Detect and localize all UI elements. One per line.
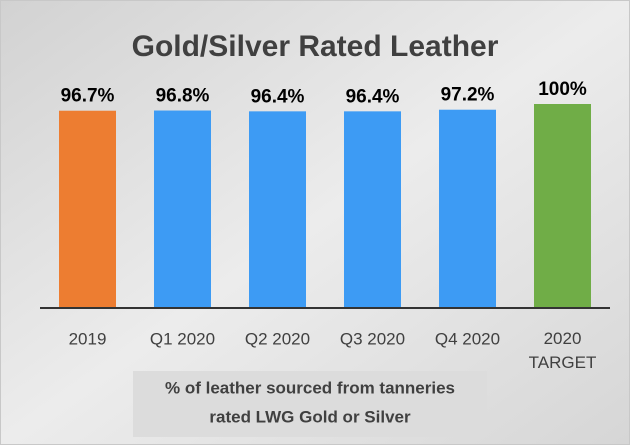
x-tick-label: 2019 [69, 329, 107, 348]
x-axis-title: % of leather sourced from tanneries [165, 378, 455, 397]
bar [249, 111, 306, 309]
bar [154, 110, 211, 308]
data-label: 97.2% [441, 85, 495, 106]
bar [439, 109, 496, 308]
annotation-box [133, 371, 487, 437]
x-axis-title: rated LWG Gold or Silver [209, 407, 411, 426]
x-tick-label: Q3 2020 [340, 329, 405, 348]
x-tick-label: Q1 2020 [150, 329, 215, 348]
data-label: 96.4% [251, 86, 305, 107]
data-label: 96.4% [346, 86, 400, 107]
data-label: 96.7% [61, 86, 115, 107]
data-label: 96.8% [156, 86, 210, 107]
x-tick-label: Q2 2020 [245, 329, 310, 348]
x-tick-label: Q4 2020 [435, 329, 500, 348]
x-tick-label: 2020 TARGET [529, 329, 597, 372]
bar [534, 104, 591, 308]
bar [344, 111, 401, 309]
bar [59, 110, 116, 309]
data-label: 100% [538, 79, 587, 100]
chart-title: Gold/Silver Rated Leather [132, 30, 499, 63]
